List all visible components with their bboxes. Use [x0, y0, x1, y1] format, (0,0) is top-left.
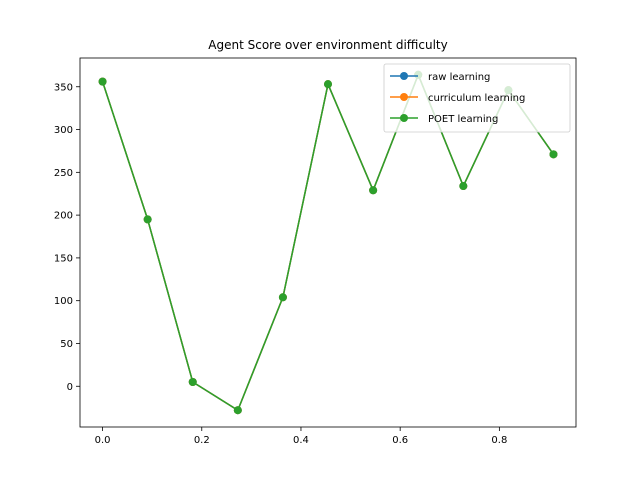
legend-label: raw learning	[428, 72, 490, 83]
data-point	[98, 77, 107, 86]
legend-label: POET learning	[428, 114, 498, 125]
legend-marker	[400, 93, 408, 101]
y-tick-label: 100	[54, 296, 73, 307]
y-tick-label: 200	[54, 211, 73, 222]
y-tick-label: 50	[60, 339, 73, 350]
y-tick-label: 300	[54, 125, 73, 136]
data-point	[369, 186, 378, 195]
axes: 0.0 0.2 0.4 0.6 0.8 0 50 100 150 200 250 300 350	[54, 57, 577, 446]
data-point	[188, 377, 197, 386]
x-tick-label: 0.2	[194, 435, 210, 446]
x-tick-label: 0.8	[491, 435, 507, 446]
legend-item: curriculum learning	[390, 93, 525, 104]
legend-marker	[400, 114, 408, 122]
legend-marker	[400, 72, 408, 80]
data-point	[278, 293, 287, 302]
legend-box	[383, 63, 571, 133]
y-tick-label: 0	[67, 382, 73, 393]
axes-frame	[79, 57, 577, 428]
x-tick-label: 0.4	[293, 435, 309, 446]
chart-title: Agent Score over environment difficulty	[208, 38, 447, 52]
legend-item: POET learning	[390, 114, 498, 125]
legend: raw learning curriculum learning POET lear…	[383, 63, 571, 133]
data-point	[143, 215, 152, 224]
x-tick-label: 0.0	[95, 435, 111, 446]
data-point	[549, 150, 558, 159]
legend-item: raw learning	[390, 72, 490, 83]
data-point	[459, 182, 468, 191]
y-tick-label: 350	[54, 82, 73, 93]
x-tick-label: 0.6	[392, 435, 408, 446]
y-tick-label: 250	[54, 168, 73, 179]
data-point	[324, 80, 332, 89]
y-tick-label: 150	[54, 253, 73, 264]
data-point	[233, 406, 242, 415]
legend-label: curriculum learning	[428, 93, 525, 104]
